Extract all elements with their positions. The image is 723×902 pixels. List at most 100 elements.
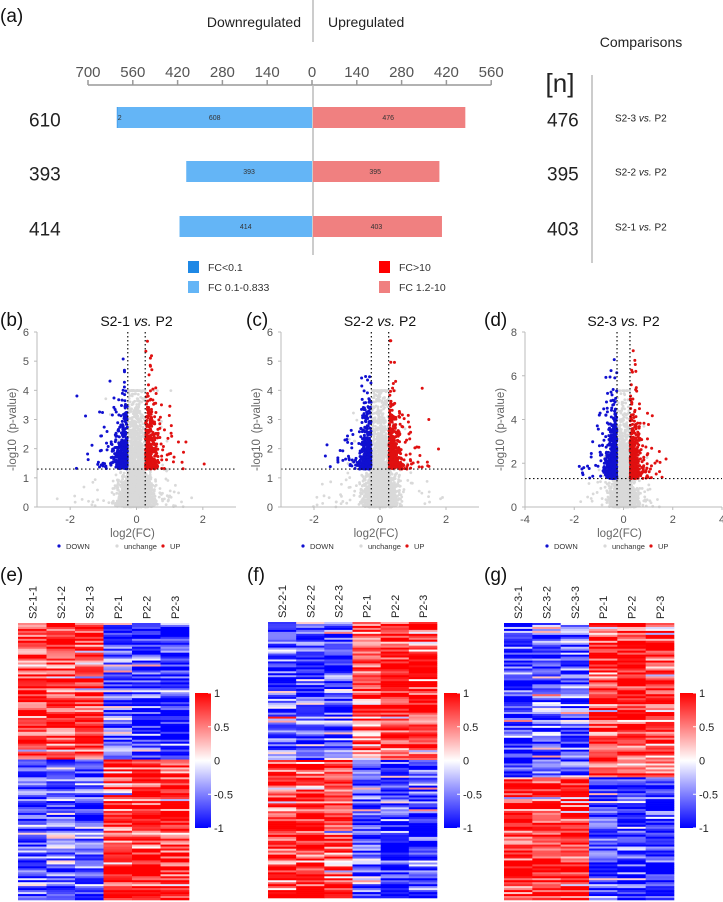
point-unchange <box>154 478 157 481</box>
point-down <box>119 404 123 408</box>
point-unchange <box>139 480 143 484</box>
point-unchange <box>127 397 131 400</box>
point-up <box>152 441 156 445</box>
point-unchange <box>119 493 123 497</box>
point-down <box>122 416 126 420</box>
point-up <box>148 419 152 423</box>
point-unchange <box>115 491 119 495</box>
comparison-label-part: S2-1 <box>615 223 639 234</box>
a-x-tick-label: 0 <box>308 64 316 81</box>
point-down <box>120 398 124 402</box>
point-unchange <box>139 474 143 478</box>
point-up <box>162 428 166 432</box>
panel-label: (c) <box>246 310 268 331</box>
point-unchange <box>111 479 115 483</box>
point-unchange <box>128 478 132 482</box>
point-unchange <box>136 491 140 495</box>
y-tick-label: 6 <box>23 327 29 339</box>
point-unchange <box>409 481 413 485</box>
legend-swatch <box>379 261 390 273</box>
point-down <box>123 419 127 423</box>
point-unchange <box>132 427 136 431</box>
point-unchange <box>420 491 424 495</box>
point-up <box>152 401 156 405</box>
point-unchange <box>124 503 128 507</box>
point-down <box>116 447 120 451</box>
point-down <box>104 464 108 468</box>
point-up <box>146 441 150 445</box>
point-unchange <box>118 500 122 504</box>
point-up <box>147 405 151 409</box>
point-unchange <box>417 489 421 493</box>
point-up <box>144 457 148 461</box>
point-unchange <box>137 457 141 460</box>
point-up <box>159 403 163 407</box>
point-up <box>149 423 153 427</box>
legend-label: UP <box>170 542 180 551</box>
point-down <box>102 425 106 429</box>
point-up <box>150 368 154 372</box>
y-tick-label: 0 <box>23 502 29 514</box>
point-unchange <box>134 392 137 396</box>
point-unchange <box>334 500 338 504</box>
point-up <box>171 460 175 464</box>
point-unchange <box>393 481 396 484</box>
point-down <box>100 411 104 415</box>
point-down <box>125 465 129 469</box>
point-up <box>159 442 163 446</box>
point-unchange <box>124 497 128 501</box>
point-unchange <box>122 471 126 475</box>
point-unchange <box>130 486 134 490</box>
point-unchange <box>128 433 132 437</box>
point-unchange <box>129 459 133 463</box>
point-down <box>124 389 128 393</box>
point-unchange <box>93 478 97 482</box>
point-unchange <box>116 500 119 504</box>
title-part: vs. <box>377 313 395 329</box>
point-up <box>146 416 150 420</box>
point-up <box>145 392 149 396</box>
point-down <box>120 419 124 423</box>
point-down <box>114 455 118 459</box>
point-up <box>158 415 162 419</box>
point-unchange <box>137 433 140 437</box>
a-x-tick-label: 280 <box>210 64 235 81</box>
point-up <box>147 453 151 457</box>
panel-label-a: (a) <box>0 6 23 27</box>
point-unchange <box>138 438 142 442</box>
point-down <box>86 452 90 456</box>
point-up <box>160 458 164 462</box>
point-up <box>148 398 152 402</box>
bar-down-fc-0.1-0.833 <box>179 216 312 237</box>
point-down <box>110 413 114 417</box>
point-unchange <box>138 423 142 427</box>
point-unchange <box>132 453 136 456</box>
point-up <box>158 436 162 440</box>
legend-label: FC>10 <box>399 262 431 274</box>
point-up <box>169 431 173 435</box>
point-unchange <box>361 475 365 478</box>
legend-label: FC 0.1-0.833 <box>208 282 269 294</box>
point-up <box>145 434 149 438</box>
point-up <box>176 440 180 444</box>
point-unchange <box>124 500 128 504</box>
point-unchange <box>82 485 86 489</box>
y-tick-label: 1 <box>23 473 29 485</box>
legend-swatch <box>379 281 390 293</box>
point-up <box>168 404 172 408</box>
point-up <box>166 436 170 440</box>
point-unchange <box>134 432 138 436</box>
comparison-label-part: P2 <box>652 114 667 125</box>
point-down <box>112 396 116 400</box>
point-up <box>153 432 157 436</box>
point-unchange <box>327 496 331 500</box>
point-unchange <box>128 410 131 413</box>
point-unchange <box>140 414 144 418</box>
point-up <box>154 454 158 458</box>
point-up <box>155 442 159 446</box>
point-down <box>121 388 125 392</box>
comparison-label-part: P2 <box>652 168 667 179</box>
point-unchange <box>96 488 99 492</box>
